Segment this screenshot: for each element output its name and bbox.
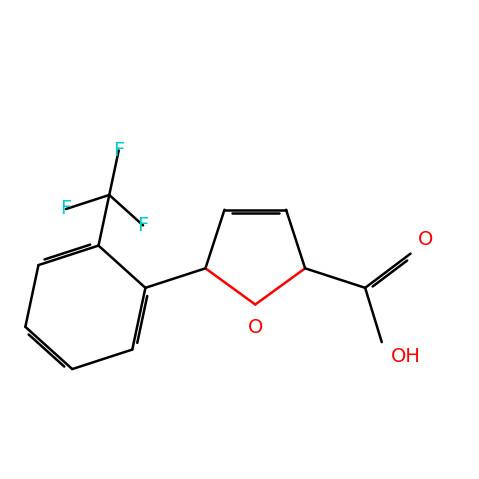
Text: F: F [113,141,125,160]
Text: O: O [248,319,263,337]
Text: O: O [418,229,433,249]
Text: F: F [137,216,148,235]
Text: F: F [60,199,72,218]
Text: OH: OH [391,347,421,366]
